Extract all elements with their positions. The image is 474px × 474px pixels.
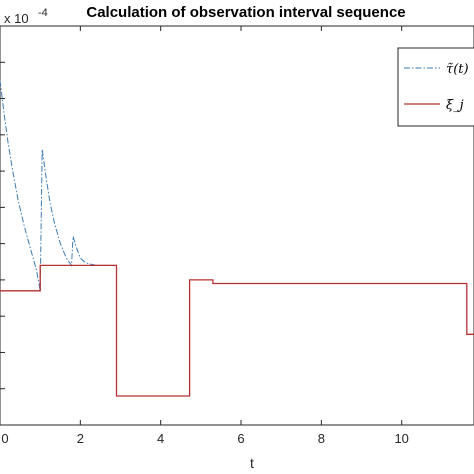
x-tick-label-5: 10: [394, 431, 408, 446]
series-line-2: [0, 264, 474, 397]
x-tick-label-3: 6: [237, 431, 244, 446]
series-layer: [0, 80, 474, 397]
x-tick-label-4: 8: [318, 431, 325, 446]
plot-area: [0, 25, 474, 426]
y-exponent: x 10 -4: [4, 7, 48, 26]
x-tick-label-0: 0: [1, 431, 8, 446]
legend-box: [397, 47, 474, 127]
y-exponent-power: -4: [38, 7, 48, 19]
y-exponent-base: x 10: [4, 11, 29, 26]
legend-label-series-2: ξ_j: [446, 98, 464, 113]
series-line-1: [0, 80, 117, 291]
x-axis: 0 2 4 6 8 10: [0, 26, 409, 446]
x-tick-label-1: 2: [77, 431, 84, 446]
x-axis-label: t: [250, 455, 254, 471]
y-axis: [0, 61, 5, 390]
legend: τ̃(t) ξ_j: [397, 47, 474, 127]
chart-title: Calculation of observation interval sequ…: [86, 4, 405, 21]
legend-label-series-1: τ̃(t): [446, 62, 469, 77]
x-tick-label-2: 4: [157, 431, 164, 446]
